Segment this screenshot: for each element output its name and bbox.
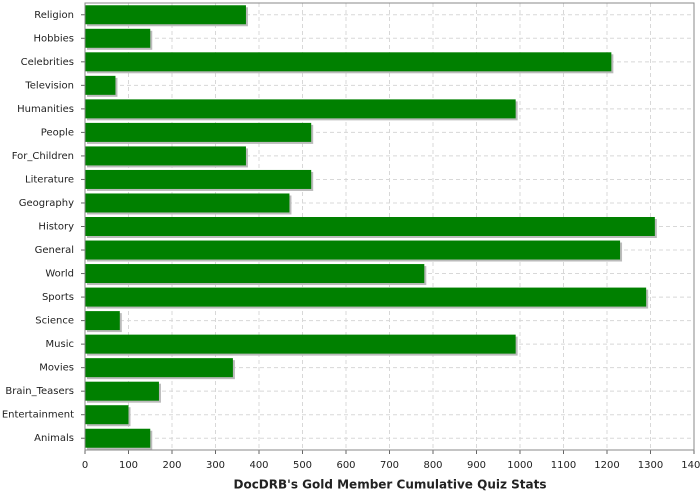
bar — [85, 358, 233, 378]
x-tick-label: 600 — [336, 460, 355, 471]
bar — [85, 405, 129, 425]
y-tick-label: History — [38, 222, 74, 233]
y-tick-label: Music — [46, 339, 74, 350]
x-tick-label: 400 — [249, 460, 268, 471]
y-tick-label: Geography — [19, 198, 74, 209]
y-tick-label: Celebrities — [21, 57, 74, 68]
bar — [85, 169, 312, 189]
bar — [85, 287, 647, 307]
y-tick-label: General — [35, 245, 74, 256]
bar — [85, 146, 246, 166]
y-tick-label: Religion — [34, 10, 74, 21]
x-tick-label: 200 — [162, 460, 181, 471]
plot-border — [84, 2, 695, 451]
bar — [85, 217, 655, 236]
y-tick-label: People — [41, 127, 74, 138]
x-tick-label: 1000 — [507, 460, 532, 471]
x-tick-label: 1200 — [594, 460, 619, 471]
bar — [85, 428, 151, 448]
bar — [85, 5, 246, 25]
y-tick-label: Entertainment — [2, 410, 74, 421]
y-tick-label: Television — [24, 80, 74, 91]
bar — [85, 381, 159, 401]
y-tick-label: Humanities — [17, 104, 74, 115]
y-tick-label: For_Children — [12, 151, 74, 162]
bar — [85, 75, 116, 95]
x-tick-label: 1300 — [638, 460, 663, 471]
x-tick-label: 800 — [423, 460, 442, 471]
bar — [85, 240, 621, 260]
chart-title: DocDRB's Gold Member Cumulative Quiz Sta… — [233, 478, 546, 492]
y-tick-label: Movies — [39, 363, 74, 374]
x-tick-label: 1100 — [551, 460, 576, 471]
bar — [85, 334, 516, 354]
x-tick-label: 500 — [293, 460, 312, 471]
y-tick-label: Science — [35, 316, 74, 327]
bar — [85, 52, 612, 72]
x-tick-label: 700 — [380, 460, 399, 471]
bar — [85, 122, 312, 142]
y-tick-label: Animals — [34, 433, 74, 444]
bar — [85, 264, 425, 284]
x-tick-label: 1400 — [681, 460, 700, 471]
y-tick-label: Hobbies — [34, 33, 74, 44]
x-tick-label: 300 — [206, 460, 225, 471]
x-tick-label: 0 — [82, 460, 88, 471]
bar — [85, 28, 151, 48]
bar — [85, 193, 290, 213]
x-tick-label: 100 — [119, 460, 138, 471]
bar — [85, 99, 516, 119]
x-tick-label: 900 — [467, 460, 486, 471]
y-tick-label: Sports — [42, 292, 74, 303]
y-tick-label: World — [45, 269, 74, 280]
bar — [85, 311, 120, 331]
y-tick-label: Brain_Teasers — [5, 386, 74, 397]
y-tick-label: Literature — [25, 174, 74, 185]
